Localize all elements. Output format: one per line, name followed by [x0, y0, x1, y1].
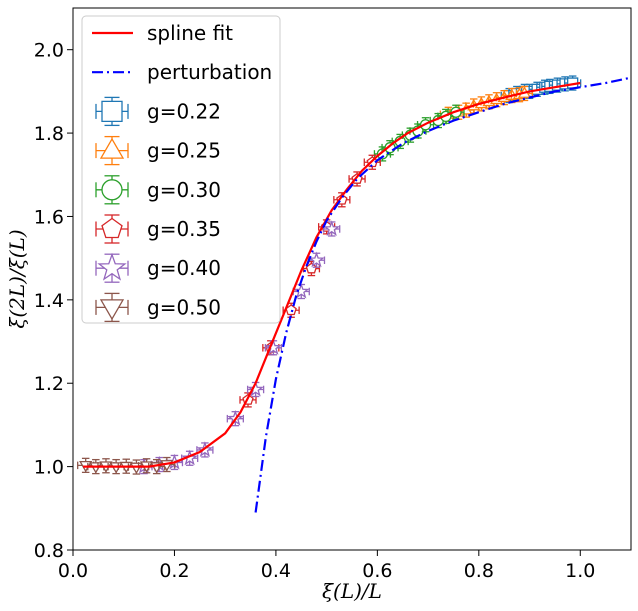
x-tick-label: 0.4	[261, 560, 291, 582]
legend-label: spline fit	[147, 21, 233, 45]
legend-entry: g=0.30	[95, 175, 221, 205]
data-point	[323, 220, 341, 237]
plot-area	[77, 75, 631, 513]
legend-entry: g=0.40	[95, 252, 221, 283]
x-tick-label: 0.2	[159, 560, 189, 582]
legend-entry: g=0.35	[95, 214, 221, 244]
legend-entry: g=0.22	[95, 96, 221, 127]
legend-swatch	[95, 175, 129, 205]
legend-entry: spline fit	[92, 21, 233, 45]
series-g=0.30	[373, 104, 465, 162]
legend-swatch	[95, 135, 129, 166]
x-tick-label: 0.0	[58, 560, 88, 582]
legend-label: perturbation	[147, 60, 272, 84]
legend-swatch	[95, 292, 129, 323]
legend-label: g=0.50	[147, 295, 221, 319]
y-tick-label: 1.8	[34, 123, 64, 145]
y-tick-label: 1.2	[34, 373, 64, 395]
legend-entry: g=0.25	[95, 135, 221, 166]
plot-layer	[77, 75, 631, 513]
x-axis-label: ξ(L)/L	[322, 579, 382, 603]
axes-layer: 0.0 0.2 0.4 0.6 0.8 1.0 0.8 1.0 1.2 1.4 1.6 1.8 2.0	[34, 40, 596, 582]
legend-label: g=0.22	[147, 99, 221, 123]
legend-label: g=0.40	[147, 256, 221, 280]
legend-swatch	[95, 96, 129, 127]
data-point	[348, 171, 366, 187]
legend-swatch	[95, 252, 129, 283]
y-tick-label: 1.4	[34, 290, 64, 312]
legend-label: g=0.30	[147, 178, 221, 202]
x-tick-label: 0.6	[362, 560, 392, 582]
legend-entry: g=0.50	[95, 292, 221, 323]
y-axis-label: ξ(2L)/ξ(L)	[5, 229, 29, 328]
legend-entry: perturbation	[92, 60, 272, 84]
data-point	[181, 449, 199, 466]
x-tick-label: 1.0	[565, 560, 595, 582]
y-tick-label: 1.0	[34, 457, 64, 479]
y-tick-label: 0.8	[34, 540, 64, 562]
line-spline-fit	[83, 81, 581, 468]
y-tick-label: 2.0	[34, 40, 64, 62]
legend-box	[81, 15, 281, 324]
legend-swatch	[95, 214, 129, 244]
line-perturbation	[254, 76, 631, 513]
legend: spline fit perturbation g=0.22 g=0.25 g=0.30…	[81, 15, 281, 324]
legend-label: g=0.35	[147, 217, 221, 241]
y-tick-label: 1.6	[34, 206, 64, 228]
plot-frame	[72, 7, 632, 551]
x-tick-label: 0.8	[464, 560, 494, 582]
data-point	[292, 282, 310, 300]
legend-label: g=0.25	[147, 139, 221, 163]
